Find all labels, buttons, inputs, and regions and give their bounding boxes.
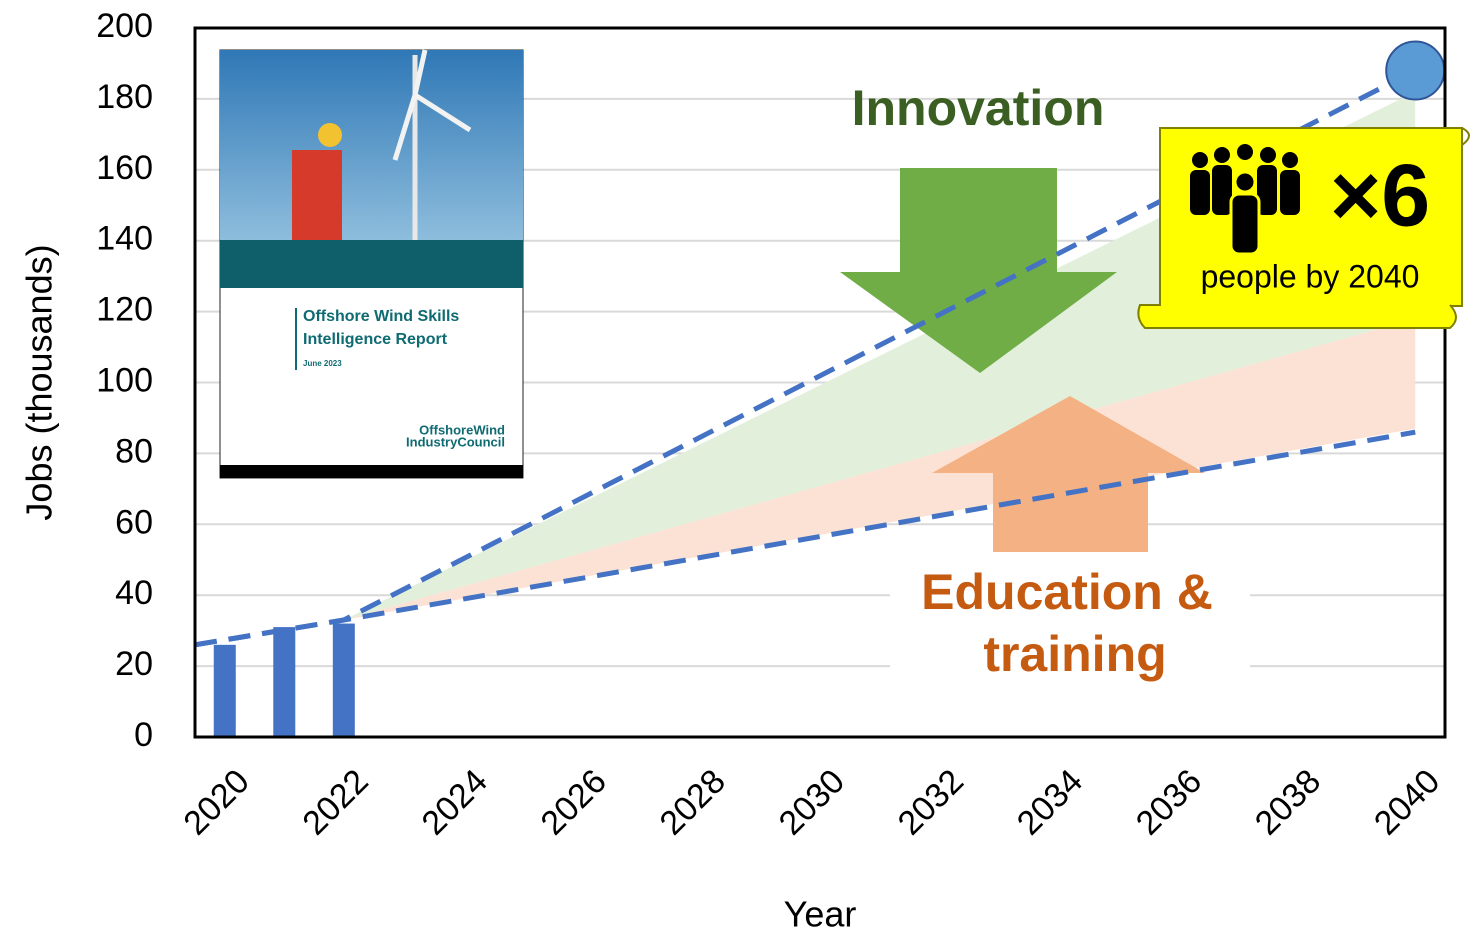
y-tick-label: 40 <box>115 574 153 612</box>
x-tick-label: 2030 <box>772 762 852 842</box>
x-tick-label: 2022 <box>295 762 375 842</box>
x-tick-label: 2034 <box>1010 762 1090 842</box>
education-label: Education & <box>921 564 1213 620</box>
multiplier: ×6 <box>1330 145 1430 244</box>
education-label: training <box>983 626 1166 682</box>
x-tick-label: 2040 <box>1367 762 1447 842</box>
y-tick-label: 60 <box>115 503 153 541</box>
y-tick-label: 180 <box>96 78 153 116</box>
report-date: June 2023 <box>303 359 342 368</box>
y-tick-label: 20 <box>115 645 153 683</box>
x-tick-label: 2032 <box>891 762 971 842</box>
x-tick-label: 2028 <box>653 762 733 842</box>
x-tick-label: 2026 <box>534 762 614 842</box>
cover-band <box>220 240 523 288</box>
x-tick-label: 2020 <box>176 762 256 842</box>
worker <box>292 150 342 240</box>
bar <box>273 627 295 737</box>
y-tick-label: 120 <box>96 291 153 329</box>
y-tick-label: 0 <box>134 716 153 754</box>
report-publisher: IndustryCouncil <box>406 434 505 449</box>
bar <box>333 624 355 737</box>
x-tick-label: 2038 <box>1248 762 1328 842</box>
report-title: Offshore Wind Skills <box>303 308 459 325</box>
innovation-label: Innovation <box>852 80 1105 136</box>
page: Offshore Wind Skills Intelligence Report… <box>0 0 1475 942</box>
y-tick-label: 160 <box>96 149 153 187</box>
report-cover: Offshore Wind Skills Intelligence Report… <box>220 50 523 478</box>
chart: Offshore Wind Skills Intelligence Report… <box>0 0 1475 937</box>
x-tick-label: 2036 <box>1129 762 1209 842</box>
worker-helmet <box>318 123 342 147</box>
scroll-curl <box>1462 128 1469 145</box>
target-marker <box>1386 42 1444 100</box>
multiplier-note: people by 2040 <box>1201 258 1420 294</box>
bar <box>214 645 236 737</box>
cover-photo <box>220 50 523 242</box>
y-axis-label: Jobs (thousands) <box>19 244 60 520</box>
y-tick-label: 200 <box>96 7 153 45</box>
y-tick-label: 140 <box>96 220 153 258</box>
cover-footer <box>220 465 523 478</box>
report-title: Intelligence Report <box>303 331 448 348</box>
y-tick-label: 100 <box>96 361 153 399</box>
y-tick-label: 80 <box>115 432 153 470</box>
x-tick-label: 2024 <box>415 762 495 842</box>
multiplier-scroll: ×6 people by 2040 <box>1138 128 1469 328</box>
x-axis-label: Year <box>784 894 857 935</box>
